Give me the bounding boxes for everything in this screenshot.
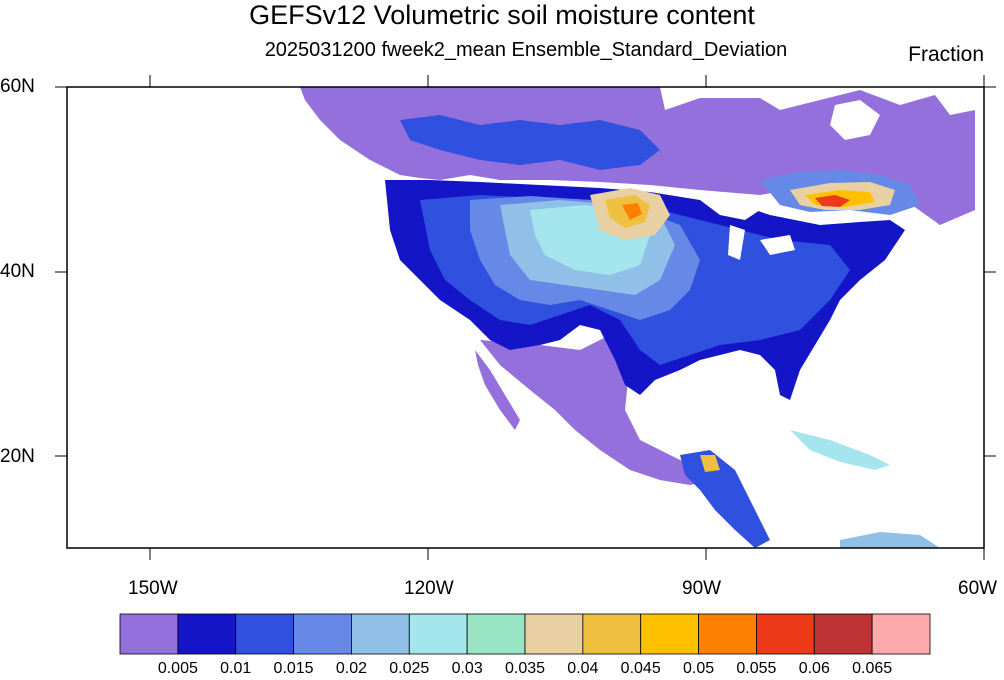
colorbar-swatch [293,613,352,655]
lon-label-120w: 120W [404,578,454,599]
colorbar-swatch [756,613,815,655]
colorbar-label: 0.065 [852,660,893,677]
dakotas-orange [622,203,642,220]
colorbar-swatch [351,613,410,655]
colorbar-swatch [177,613,237,655]
colorbar-swatch [698,613,757,655]
lon-label-60w: 60W [958,578,998,599]
colorbar-label: 0.025 [389,660,430,677]
northeast-red [815,195,850,207]
colorbar-label: 0.005 [157,660,198,677]
cuba [790,430,890,470]
colorbar-label: 0.06 [798,660,830,677]
lon-label-150w: 150W [128,578,178,599]
colorbar-swatch [119,613,179,655]
units-label: Fraction [908,43,984,66]
great-lakes [700,195,795,260]
colorbar-swatch [408,613,468,655]
colorbar-swatch [524,613,584,655]
colorbar-label: 0.045 [620,660,661,677]
colorbar-swatch [235,613,294,655]
mexico-region [480,330,710,485]
colorbar-swatch [871,613,931,655]
colorbar [119,613,931,655]
colorbar-label: 0.01 [220,660,252,677]
colorbar-swatch [640,613,699,655]
central-america [680,450,770,548]
lat-label-40n: 40N [0,261,35,282]
lon-label-90w: 90W [682,578,722,599]
colorbar-label: 0.035 [504,660,546,677]
central-america-yellow [700,455,720,472]
colorbar-swatch [813,613,873,655]
lat-label-20n: 20N [0,446,35,467]
colorbar-swatch [582,613,642,655]
colorbar-label: 0.015 [273,660,314,677]
soil-moisture-field [300,87,975,548]
hudson-bay [830,100,880,140]
map-subtitle: 2025031200 fweek2_mean Ensemble_Standard… [264,39,788,61]
colorbar-label: 0.05 [682,660,715,677]
south-america-edge [840,532,940,548]
map-frame [66,86,985,549]
map-title: GEFSv12 Volumetric soil moisture content [249,0,755,30]
axis-ticks [55,75,996,560]
colorbar-swatch [466,613,526,655]
colorbar-label: 0.055 [736,660,777,677]
baja-region [475,350,520,430]
colorbar-label: 0.02 [335,660,367,677]
colorbar-label: 0.04 [567,660,599,677]
canada-blue-band [400,115,660,170]
lat-label-60n: 60N [0,76,35,97]
colorbar-label: 0.03 [451,660,483,677]
